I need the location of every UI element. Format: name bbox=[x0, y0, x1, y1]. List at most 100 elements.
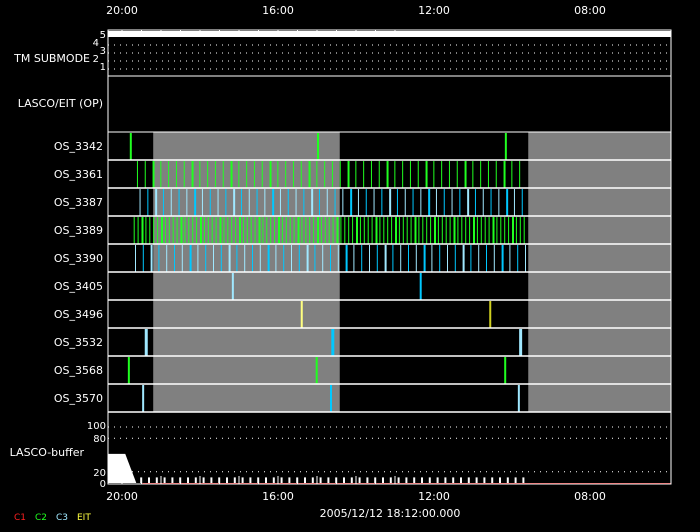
observation-mark bbox=[324, 161, 326, 188]
observation-mark bbox=[336, 217, 339, 244]
buffer-spike bbox=[171, 477, 174, 483]
observation-mark bbox=[392, 245, 394, 272]
bottom-time-label: 08:00 bbox=[574, 490, 606, 503]
observation-mark bbox=[258, 217, 261, 244]
buffer-spike bbox=[522, 477, 525, 483]
observation-mark bbox=[356, 217, 358, 244]
observation-mark bbox=[129, 133, 132, 160]
tm-tick-label: 3 bbox=[100, 46, 106, 57]
observation-mark bbox=[150, 245, 153, 272]
observation-mark bbox=[172, 217, 174, 244]
buffer-spike bbox=[460, 477, 462, 483]
observation-mark bbox=[361, 245, 363, 272]
row-label: OS_3361 bbox=[54, 168, 103, 181]
observation-mark bbox=[472, 161, 474, 188]
buffer-label: LASCO-buffer bbox=[10, 446, 85, 459]
observation-mark bbox=[244, 245, 246, 272]
top-time-label: 12:00 bbox=[418, 4, 450, 17]
observation-mark bbox=[521, 189, 523, 216]
observation-mark bbox=[252, 245, 253, 272]
observation-mark bbox=[423, 245, 426, 272]
observation-mark bbox=[375, 217, 378, 244]
top-time-label: 20:00 bbox=[106, 4, 138, 17]
observation-mark bbox=[396, 189, 398, 216]
observation-mark bbox=[298, 245, 300, 272]
observation-mark bbox=[467, 189, 470, 216]
legend-c1: C1 bbox=[14, 513, 26, 523]
observation-mark bbox=[277, 161, 279, 188]
observation-mark bbox=[293, 217, 295, 244]
observation-mark bbox=[194, 189, 197, 216]
observation-mark bbox=[145, 217, 147, 244]
observation-mark bbox=[269, 161, 272, 188]
observation-mark bbox=[278, 217, 280, 244]
buffer-spike bbox=[436, 477, 439, 483]
observation-mark bbox=[188, 217, 190, 244]
observation-mark bbox=[227, 217, 229, 244]
observation-mark bbox=[379, 217, 381, 244]
observation-mark bbox=[239, 217, 241, 244]
observation-mark bbox=[189, 245, 192, 272]
observation-mark bbox=[369, 245, 370, 272]
buffer-spike bbox=[421, 477, 423, 483]
buffer-spike bbox=[467, 477, 470, 483]
top-time-label: 16:00 bbox=[262, 4, 294, 17]
observation-mark bbox=[465, 217, 467, 244]
observation-mark bbox=[178, 189, 180, 216]
observation-mark bbox=[242, 217, 244, 244]
observation-mark bbox=[180, 217, 183, 244]
observation-mark bbox=[359, 217, 361, 244]
observation-mark bbox=[248, 189, 250, 216]
buffer-spike bbox=[304, 477, 306, 483]
observation-mark bbox=[391, 217, 393, 244]
row-label: OS_3532 bbox=[54, 336, 103, 349]
observation-mark bbox=[331, 329, 335, 356]
observation-mark bbox=[484, 217, 486, 244]
observation-mark bbox=[197, 245, 199, 272]
observation-mark bbox=[509, 245, 511, 272]
observation-mark bbox=[506, 189, 509, 216]
observation-mark bbox=[147, 189, 149, 216]
observation-mark bbox=[489, 301, 492, 328]
observation-mark bbox=[519, 217, 521, 244]
observation-mark bbox=[141, 217, 144, 244]
observation-mark bbox=[378, 161, 380, 188]
observation-mark bbox=[418, 217, 420, 244]
observation-mark bbox=[428, 189, 431, 216]
observation-mark bbox=[184, 217, 186, 244]
row-label: OS_3389 bbox=[54, 224, 103, 237]
observation-mark bbox=[496, 217, 498, 244]
observation-mark bbox=[283, 245, 285, 272]
buffer-spike bbox=[311, 477, 314, 483]
observation-mark bbox=[270, 217, 272, 244]
observation-mark bbox=[402, 161, 404, 188]
observation-mark bbox=[492, 217, 495, 244]
observation-mark bbox=[300, 301, 303, 328]
buffer-spike bbox=[452, 477, 455, 483]
observation-mark bbox=[334, 189, 336, 216]
observation-mark bbox=[464, 161, 467, 188]
observation-mark bbox=[236, 245, 238, 272]
observation-mark bbox=[488, 217, 490, 244]
observation-mark bbox=[394, 161, 396, 188]
observation-mark bbox=[437, 217, 439, 244]
observation-mark bbox=[345, 245, 348, 272]
row-label: OS_3405 bbox=[54, 280, 103, 293]
observation-mark bbox=[176, 217, 178, 244]
observation-mark bbox=[456, 161, 458, 188]
observation-mark bbox=[383, 217, 385, 244]
observation-mark bbox=[200, 217, 202, 244]
observation-mark bbox=[250, 217, 252, 244]
buffer-spike bbox=[483, 477, 486, 483]
observation-mark bbox=[331, 161, 333, 188]
observation-mark bbox=[441, 161, 443, 188]
buffer-spike bbox=[265, 477, 267, 483]
observation-mark bbox=[342, 189, 344, 216]
buffer-spike bbox=[272, 477, 275, 483]
observation-mark bbox=[311, 189, 314, 216]
observation-mark bbox=[490, 189, 492, 216]
observation-mark bbox=[482, 189, 484, 216]
observation-mark bbox=[433, 161, 435, 188]
buffer-spike bbox=[233, 477, 236, 483]
tm-tick-label: 4 bbox=[93, 38, 99, 49]
